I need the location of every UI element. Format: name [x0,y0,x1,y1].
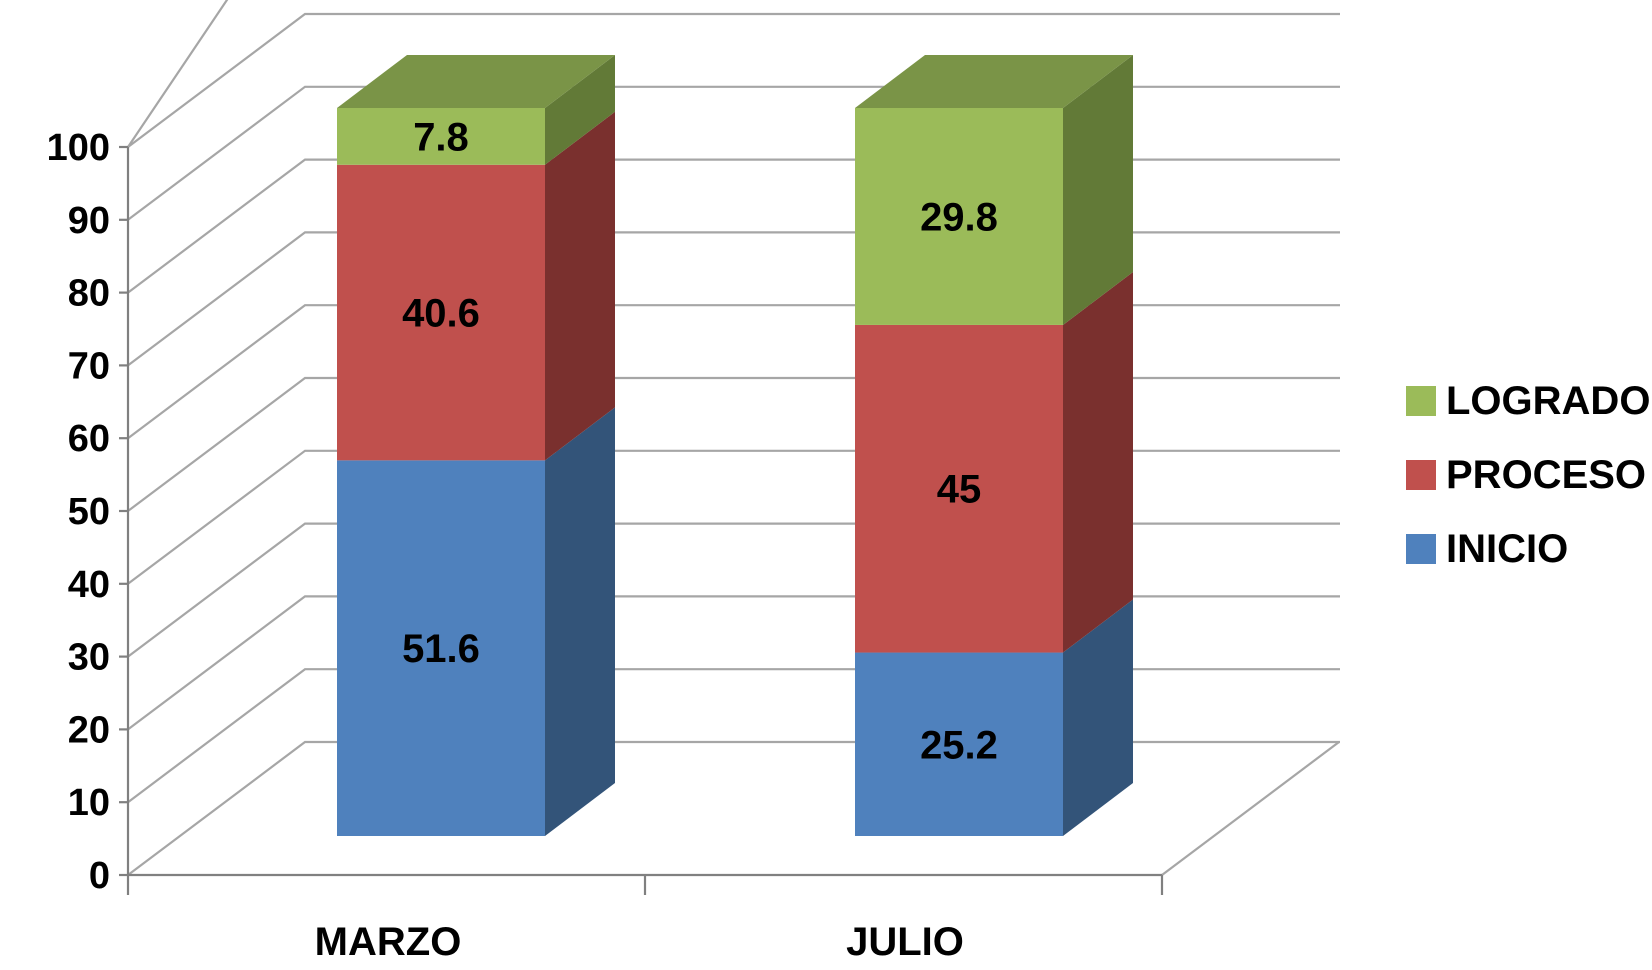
bar-segment-inicio [855,652,1063,836]
x-category-label: JULIO [846,920,964,964]
bar-segment-logrado [855,108,1063,325]
data-label: 7.8 [413,115,469,159]
legend-swatch-proceso [1406,460,1436,490]
bar-side-proceso [1063,271,1133,653]
x-axis-category-labels: MARZO JULIO [315,920,964,964]
data-label: 25.2 [920,723,998,767]
gridline-80 [127,158,1340,294]
gridline-10 [127,668,1340,804]
legend-swatch-inicio [1406,534,1436,564]
data-label: 51.6 [402,627,480,671]
bar-side-inicio [1063,599,1133,836]
y-tick-label: 60 [68,418,110,460]
gridline-50 [127,376,1340,512]
gridline-30 [127,522,1340,658]
y-tick-label: 10 [68,782,110,824]
y-tick-label: 80 [68,273,110,315]
legend: LOGRADO PROCESO INICIO [1406,379,1650,571]
gridline-0 [127,740,1340,876]
y-tick-label: 90 [68,200,110,242]
gridline-40 [127,449,1340,585]
y-tick-label: 100 [47,127,110,169]
chart-walls [1161,741,1340,876]
data-label: 29.8 [920,195,998,239]
bar-stacks [337,55,1133,836]
gridline-70 [127,231,1340,367]
axes [119,145,1164,895]
y-tick-label: 40 [68,564,110,606]
wall-top-edge [127,0,229,148]
bar-side-logrado [545,55,615,165]
data-label: 45 [937,468,982,512]
gridlines [127,0,1340,876]
data-label: 40.6 [402,292,480,336]
x-category-label: MARZO [315,920,462,964]
legend-label-proceso: PROCESO [1446,453,1646,497]
legend-swatch-logrado [1406,386,1436,416]
y-tick-label: 30 [68,637,110,679]
y-tick-label: 0 [89,855,110,897]
bar-top-face [855,55,1133,108]
legend-label-logrado: LOGRADO [1446,379,1650,423]
bar-segment-proceso [855,324,1063,653]
bar-side-inicio [545,407,615,836]
y-tick-label: 20 [68,709,110,751]
gridline-100 [127,12,1340,148]
bar-segment-proceso [337,164,545,461]
gridline-90 [127,85,1340,221]
y-tick-label: 50 [68,491,110,533]
bar-side-proceso [545,111,615,461]
legend-label-inicio: INICIO [1446,527,1568,571]
data-labels: 51.6 40.6 7.8 25.2 45 29.8 [402,115,998,767]
bar-side-logrado [1063,55,1133,325]
y-tick-label: 70 [68,345,110,387]
gridline-20 [127,595,1340,731]
y-axis-tick-labels: 0 10 20 30 40 50 60 70 80 90 100 [47,127,110,897]
bar-segment-inicio [337,460,545,836]
floor-right-edge [1161,741,1340,876]
bar-top-face [337,55,615,108]
gridline-60 [127,304,1340,440]
bar-segment-logrado [337,108,545,165]
